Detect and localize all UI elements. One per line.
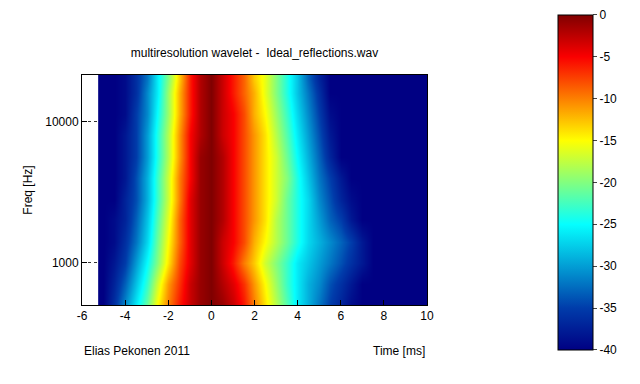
svg-text:6: 6 [337,309,344,323]
svg-text:Time [ms]: Time [ms] [373,344,425,358]
svg-text:-4: -4 [120,309,131,323]
svg-text:-15: -15 [599,134,617,148]
svg-text:-40: -40 [599,343,617,357]
svg-text:-30: -30 [599,259,617,273]
svg-text:0: 0 [208,309,215,323]
svg-text:2: 2 [251,309,258,323]
svg-text:-35: -35 [599,301,617,315]
svg-text:Freq [Hz]: Freq [Hz] [21,165,35,214]
svg-text:-2: -2 [163,309,174,323]
svg-text:-10: -10 [599,92,617,106]
svg-text:10000: 10000 [45,115,79,129]
svg-text:8: 8 [381,309,388,323]
svg-text:1000: 1000 [52,256,79,270]
svg-text:0: 0 [599,8,606,22]
svg-text:-20: -20 [599,176,617,190]
svg-text:Elias Pekonen 2011: Elias Pekonen 2011 [84,344,190,358]
svg-text:4: 4 [294,309,301,323]
svg-text:-6: -6 [77,309,88,323]
svg-text:-25: -25 [599,217,617,231]
svg-text:multiresolution wavelet - Ide: multiresolution wavelet - Ideal_reflecti… [131,46,378,60]
svg-text:-5: -5 [599,50,610,64]
svg-text:10: 10 [420,309,434,323]
